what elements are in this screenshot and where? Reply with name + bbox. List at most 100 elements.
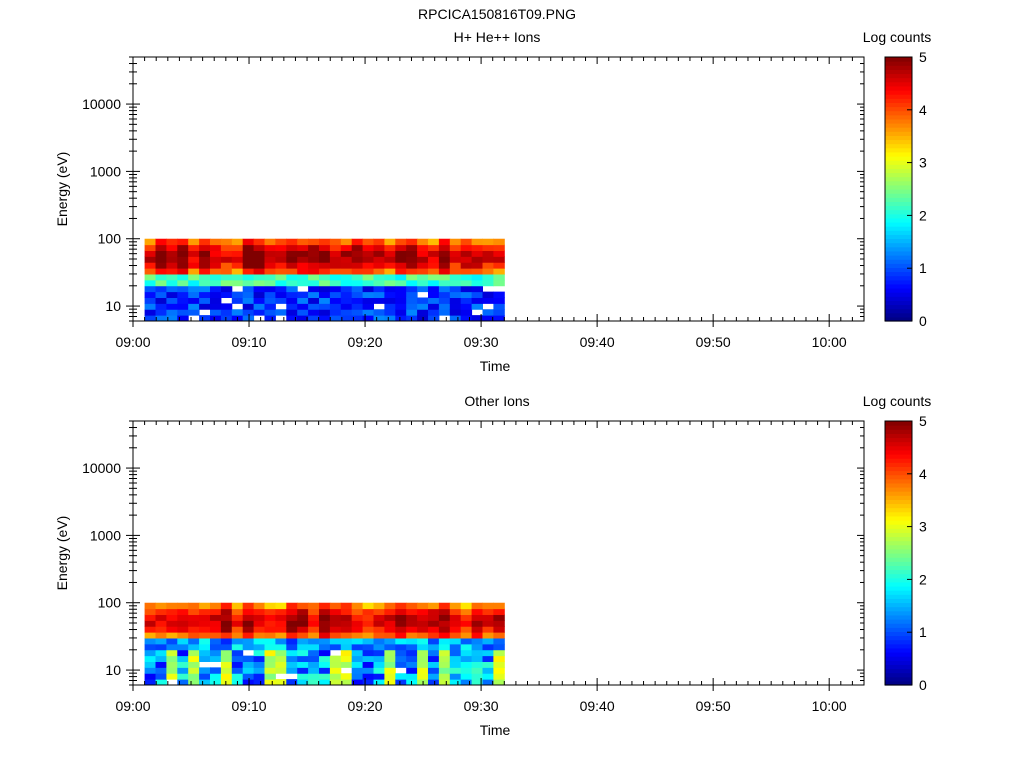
heatmap-cell [340,643,353,651]
heatmap-cell [166,608,178,615]
heatmap-cell [362,279,374,287]
heatmap-cell [308,315,320,322]
heatmap-cell [231,608,244,615]
heatmap-cell [231,626,244,633]
heatmap-cell [351,262,364,269]
heatmap-cell [155,632,167,639]
heatmap-cell [188,626,200,633]
heatmap-cell [319,614,331,621]
heatmap-cell [188,620,200,627]
heatmap-cell [210,632,222,639]
heatmap-cell [144,620,156,627]
colorbar-label: Log counts [863,393,932,409]
heatmap-cell [471,244,483,251]
heatmap-cell [308,649,320,657]
heatmap-cell [319,661,331,668]
heatmap-cell [417,626,429,633]
heatmap-cell [449,626,462,633]
heatmap-cell [395,608,407,615]
heatmap-cell [286,655,298,662]
heatmap-cell [177,244,189,251]
colorbar-swatch [885,127,912,132]
colorbar-swatch [885,226,912,231]
y-tick-label: 10 [105,298,121,314]
heatmap-cell [242,673,255,680]
heatmap-cell [308,256,320,263]
heatmap-cell [460,309,473,316]
heatmap-cell [460,620,473,627]
heatmap-cell [471,667,483,674]
heatmap-cell [155,661,167,668]
heatmap-cell [351,273,364,281]
heatmap-cell [449,279,462,287]
heatmap-cell [438,279,451,287]
heatmap-cell [340,285,353,293]
heatmap-cell [242,637,255,645]
colorbar-swatch [885,222,912,227]
heatmap-cell [144,655,156,662]
heatmap-cell [329,632,342,639]
heatmap-cell [471,238,483,246]
heatmap-cell [428,637,440,645]
heatmap-cell [329,256,342,263]
heatmap-cell [297,256,309,263]
heatmap-cell [264,273,276,281]
heatmap-cell [264,268,276,275]
colorbar-swatch [885,184,912,190]
heatmap-cell [428,614,440,621]
colorbar-swatch [885,164,912,169]
heatmap-cell [362,649,374,657]
colorbar-frame [884,420,913,686]
heatmap-cell [362,655,374,662]
heatmap-cell [406,244,418,251]
colorbar-swatch [885,172,912,178]
heatmap-cell [493,273,505,281]
colorbar-tick-label: 4 [919,102,927,118]
heatmap-cell [340,309,353,316]
x-axis-label: Time [480,722,511,738]
heatmap-cell [199,620,211,627]
heatmap-cell [384,649,396,657]
heatmap-cell [177,679,189,686]
heatmap-cell [166,620,178,627]
heatmap-cell [460,315,473,322]
heatmap-cell [460,279,473,287]
heatmap-cell [177,268,189,275]
x-tick-label: 09:30 [464,334,499,350]
heatmap-cell [155,620,167,627]
heatmap-cell [166,626,178,633]
heatmap-cell [231,244,244,251]
heatmap-cell [493,637,505,645]
heatmap-cell [438,285,451,293]
colorbar-tick-label: 5 [919,49,927,65]
heatmap-cell [493,303,505,310]
heatmap-cell [482,315,494,322]
heatmap-cell [340,655,353,662]
colorbar-tick-label: 0 [919,677,927,693]
heatmap-cell [373,679,385,686]
heatmap-cell [220,655,233,662]
heatmap-cell [417,273,429,281]
heatmap-cell [482,649,494,657]
colorbar-swatch [885,656,912,661]
heatmap-cell [286,303,298,310]
heatmap-cell [220,661,233,668]
heatmap-cell [351,256,364,263]
heatmap-cell [351,632,364,639]
colorbar-swatch [885,586,912,591]
heatmap-cell [428,285,440,293]
heatmap-cell [286,614,298,621]
colorbar-tick-label: 2 [919,571,927,587]
colorbar-swatch [885,606,912,612]
heatmap-cell [275,238,287,246]
colorbar-swatch [885,279,912,285]
colorbar-swatch [885,495,912,500]
heatmap-cell [428,297,440,304]
heatmap-cell [428,608,440,615]
heatmap-cell [428,667,440,674]
heatmap-cell [373,238,385,246]
heatmap-cell [362,632,374,639]
x-tick-label: 09:00 [115,334,150,350]
heatmap-cell [460,256,473,263]
heatmap-cell [177,256,189,263]
